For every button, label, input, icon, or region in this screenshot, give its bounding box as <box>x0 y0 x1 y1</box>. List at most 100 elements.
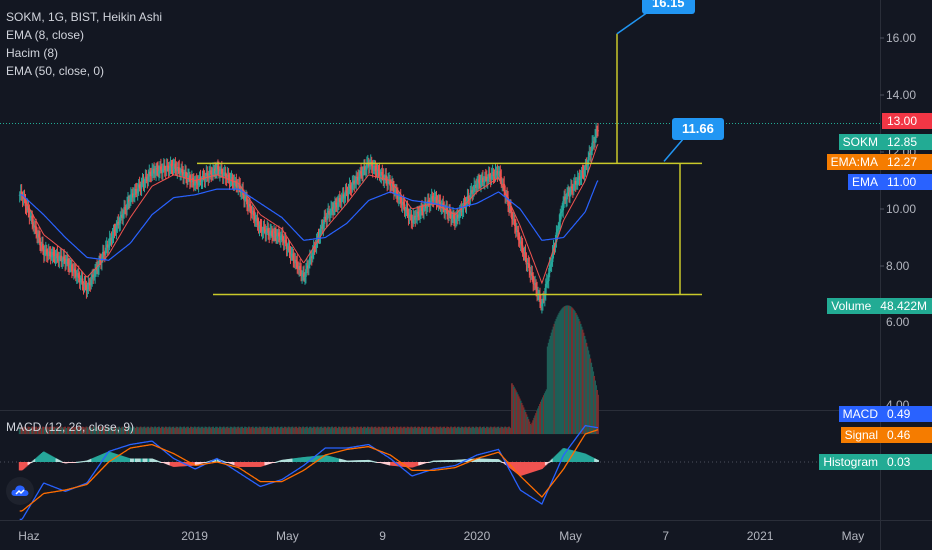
volume-bar <box>243 427 245 435</box>
legend-title[interactable]: SOKM, 1G, BIST, Heikin Ashi <box>6 10 163 24</box>
macd-histogram-bar <box>53 457 56 462</box>
volume-bar <box>593 375 596 435</box>
volume-bar <box>550 332 553 435</box>
candle-body <box>544 283 547 294</box>
callout-high[interactable]: 16.15 <box>642 0 695 14</box>
macd-histogram-bar <box>423 462 426 464</box>
legend-ema8[interactable]: EMA (8, close) <box>6 28 85 42</box>
macd-histogram-bar <box>550 459 553 462</box>
volume-bar <box>242 428 244 435</box>
volume-bar <box>567 305 569 435</box>
tradingview-logo[interactable] <box>6 477 34 505</box>
candle-body <box>145 176 148 178</box>
macd-histogram-bar <box>366 459 369 462</box>
macd-histogram-bar <box>163 462 166 464</box>
volume-bar <box>233 426 236 435</box>
candle-body <box>412 216 415 223</box>
volume-bar <box>18 429 21 435</box>
macd-histogram-bar <box>226 462 229 463</box>
macd-histogram-bar <box>350 460 353 462</box>
macd-histogram-bar <box>270 462 273 464</box>
volume-bar <box>198 427 201 435</box>
candle-body <box>541 298 544 304</box>
volume-bar <box>159 427 161 435</box>
legend-macd[interactable]: MACD (12, 26, close, 9) <box>6 420 135 434</box>
macd-histogram-bar <box>422 462 424 465</box>
macd-histogram-bar <box>298 457 301 462</box>
volume-bar <box>71 426 73 435</box>
macd-histogram-bar <box>567 449 569 462</box>
candle-body <box>578 176 581 181</box>
candle-body <box>92 274 95 278</box>
callout-mid[interactable]: 11.66 <box>672 118 724 140</box>
macd-histogram-bar <box>47 454 50 462</box>
legend-volume[interactable]: Hacim (8) <box>6 46 59 60</box>
macd-histogram-bar <box>559 451 562 462</box>
candle-body <box>390 185 392 187</box>
macd-histogram-bar <box>595 459 597 462</box>
candle-body <box>220 168 223 174</box>
candle-body <box>80 278 83 280</box>
volume-bar <box>143 426 146 435</box>
candle-body <box>529 271 532 275</box>
candle-body <box>79 279 82 283</box>
macd-histogram-bar <box>329 456 332 462</box>
legend-ema50[interactable]: EMA (50, close, 0) <box>6 64 105 78</box>
macd-histogram-bar <box>467 459 470 462</box>
volume-bar <box>578 321 581 435</box>
candle-body <box>204 177 207 181</box>
candle-body <box>247 204 249 208</box>
volume-bar <box>413 427 416 435</box>
macd-histogram-bar <box>67 462 69 464</box>
volume-bar <box>273 426 275 435</box>
time-axis-label: 2021 <box>747 529 774 543</box>
volume-bar <box>137 428 140 435</box>
volume-bar <box>88 427 91 435</box>
macd-histogram-bar <box>79 461 82 463</box>
volume-bar <box>497 426 500 435</box>
macd-histogram-bar <box>374 461 377 463</box>
macd-histogram-bar <box>282 459 285 462</box>
volume-bar <box>376 428 379 435</box>
macd-histogram-bar <box>130 458 132 462</box>
macd-histogram-bar <box>85 460 88 462</box>
candle-body <box>248 204 251 207</box>
candle-body <box>153 168 156 174</box>
volume-bar <box>289 429 292 435</box>
volume-bar <box>439 426 442 435</box>
macd-histogram-bar <box>194 462 197 466</box>
macd-histogram-bar <box>75 461 78 463</box>
candle-body <box>292 253 295 260</box>
ema-ma-name: EMA:MA <box>826 154 882 170</box>
volume-bar <box>514 390 517 435</box>
volume-bar <box>571 308 574 435</box>
candle-body <box>197 180 200 186</box>
volume-bar <box>264 428 267 435</box>
macd-histogram-bar <box>423 462 425 464</box>
candle-body <box>113 229 116 232</box>
volume-bar <box>197 426 200 435</box>
volume-bar <box>214 428 216 435</box>
volume-bar <box>64 426 67 435</box>
volume-bar <box>57 427 60 435</box>
candle-body <box>335 202 337 205</box>
macd-name: MACD <box>838 406 882 422</box>
volume-bar <box>361 427 363 435</box>
candle-body <box>363 166 365 170</box>
macd-histogram-bar <box>73 462 76 463</box>
candle-body <box>156 168 158 170</box>
candle-body <box>142 180 145 185</box>
volume-bar <box>263 427 266 435</box>
candle-body <box>63 256 66 259</box>
volume-bar <box>543 393 546 435</box>
volume-bar <box>450 426 452 435</box>
candle-body <box>563 196 566 202</box>
volume-bar <box>299 426 302 435</box>
candle-body <box>219 168 222 172</box>
macd-histogram-bar <box>284 459 287 462</box>
candle-body <box>167 165 170 171</box>
macd-histogram-bar <box>498 459 501 462</box>
volume-bar <box>483 427 486 435</box>
candle-body <box>466 196 469 202</box>
